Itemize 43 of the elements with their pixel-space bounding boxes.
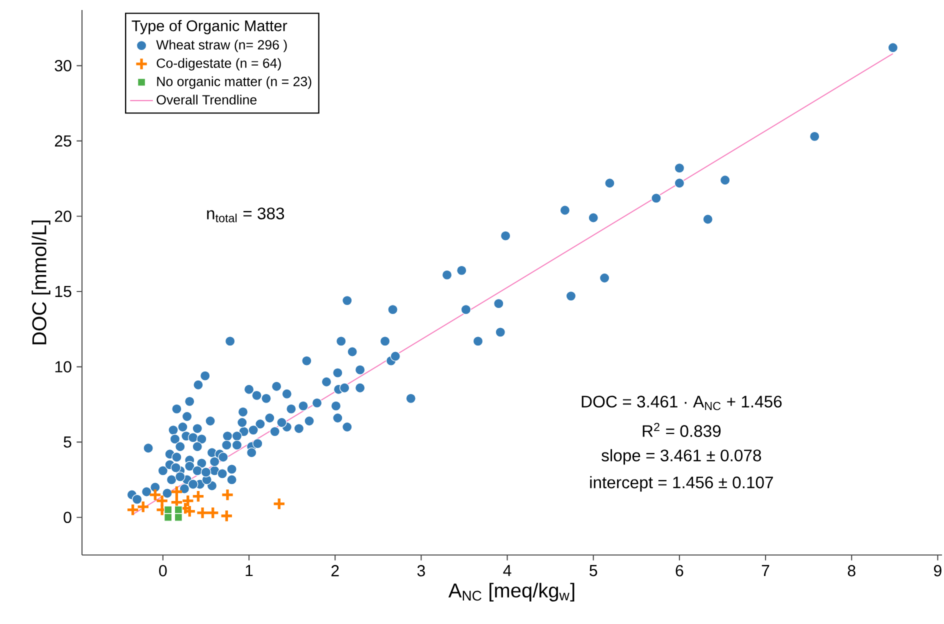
x-tick-label: 2 bbox=[331, 565, 339, 576]
point bbox=[196, 506, 210, 520]
point bbox=[136, 500, 150, 514]
annotation: R$^{2}$ = 0.839 bbox=[642, 422, 721, 437]
point bbox=[272, 497, 286, 510]
point bbox=[206, 506, 220, 520]
point bbox=[181, 494, 195, 508]
point bbox=[174, 513, 182, 522]
x-tick-label: 8 bbox=[848, 565, 856, 576]
x-tick-label: 4 bbox=[503, 565, 512, 576]
y-tick-label: 20 bbox=[54, 210, 72, 222]
y-tick-label: 10 bbox=[55, 361, 72, 372]
point bbox=[174, 506, 182, 514]
x-axis-title: A$_{NC}$ [meq/kg$_{w}$] bbox=[448, 582, 574, 602]
x-tick-label: 7 bbox=[762, 565, 770, 576]
x-tick-label: 5 bbox=[590, 565, 598, 576]
point bbox=[164, 513, 172, 522]
x-tick-label: 9 bbox=[934, 565, 942, 576]
legend-label: Overall Trendline bbox=[156, 94, 257, 105]
legend-title: Type of Organic Matter bbox=[132, 20, 288, 34]
x-tick-label: 3 bbox=[417, 565, 425, 576]
y-tick-label: 15 bbox=[55, 286, 72, 298]
legend-label: No organic matter (n = 23) bbox=[157, 76, 312, 89]
y-axis-title: DOC [mmol/L] bbox=[32, 220, 50, 344]
annotation: DOC = 3.461 · A$_{NC}$ + 1.456 bbox=[582, 396, 782, 410]
legend-label: Co-digestate (n = 64) bbox=[156, 58, 281, 71]
point bbox=[126, 503, 140, 516]
point bbox=[170, 485, 184, 498]
x-tick-label: 6 bbox=[676, 565, 684, 576]
point bbox=[192, 490, 205, 503]
y-tick-label: 30 bbox=[54, 60, 72, 72]
y-tick-label: 25 bbox=[54, 135, 72, 147]
annotation: slope = 3.461 ± 0.078 bbox=[602, 449, 762, 465]
point bbox=[220, 509, 234, 523]
annotation: intercept = 1.456 ± 0.107 bbox=[590, 476, 773, 492]
legend-label: Wheat straw (n= 296 ) bbox=[156, 40, 287, 52]
x-tick-label: 1 bbox=[246, 565, 253, 576]
y-tick-label: 0 bbox=[64, 512, 72, 524]
x-tick-label: 0 bbox=[159, 565, 167, 576]
point bbox=[220, 488, 234, 502]
y-tick-label: 5 bbox=[64, 436, 72, 448]
annotation: n$_{total}$ = 383 bbox=[207, 208, 284, 222]
point bbox=[164, 506, 172, 514]
